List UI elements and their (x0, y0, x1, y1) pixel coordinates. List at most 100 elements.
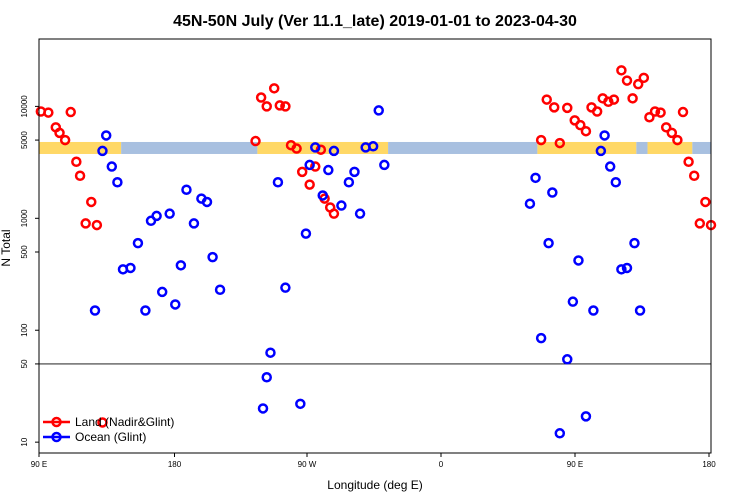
ocean-point (336, 200, 347, 211)
ocean-point (272, 176, 284, 188)
land-point (54, 127, 65, 139)
land-point (71, 156, 82, 168)
land-point (304, 179, 315, 190)
ocean-point (610, 176, 622, 188)
ocean-point (132, 237, 144, 249)
ocean-point (317, 190, 328, 201)
land-point (291, 143, 302, 154)
land-point (591, 106, 603, 117)
ocean-point (304, 159, 315, 171)
land-point (535, 134, 547, 146)
ocean-point (367, 141, 379, 152)
land-point (74, 170, 86, 182)
land-point (603, 96, 614, 108)
land-point (666, 127, 678, 139)
land-point (608, 94, 620, 105)
ocean-point (616, 264, 627, 275)
legend-ocean-marker (51, 431, 62, 443)
ocean-point (554, 428, 566, 439)
ocean-point (535, 332, 547, 344)
land-point (616, 65, 627, 76)
ocean-point (188, 218, 200, 229)
band-segment (388, 141, 538, 154)
points-layer (35, 65, 717, 439)
land-point (97, 417, 108, 428)
ocean-point (567, 296, 579, 307)
ocean-point (181, 184, 192, 195)
land-point (43, 107, 54, 118)
ocean-point (599, 130, 610, 141)
y-tick-label: 10000 (20, 95, 29, 118)
ocean-point (100, 130, 112, 141)
land-point (700, 196, 711, 208)
legend-land-label: Land (Nadir&Glint) (75, 415, 174, 429)
land-point (86, 196, 97, 208)
land-point (554, 137, 566, 149)
ocean-point (588, 305, 599, 316)
ocean-point (280, 282, 291, 293)
y-tick-label: 1000 (20, 209, 29, 227)
land-point (296, 166, 308, 178)
land-point (632, 78, 644, 90)
land-point (91, 219, 103, 231)
band-layer (39, 141, 711, 154)
land-point (280, 101, 291, 112)
legend-ocean-label: Ocean (Glint) (75, 430, 146, 444)
y-tick-label: 100 (20, 323, 29, 337)
x-tick-label: 180 (168, 460, 182, 469)
land-point (548, 102, 560, 113)
y-tick-label: 50 (20, 359, 29, 368)
land-point (644, 111, 655, 123)
ocean-point (112, 176, 123, 188)
ocean-point (328, 145, 340, 157)
land-point (250, 135, 261, 147)
land-point (627, 93, 638, 104)
band-segment (39, 141, 122, 154)
land-point (315, 144, 327, 155)
land-point (261, 101, 272, 112)
land-point (274, 100, 286, 111)
ocean-point (125, 262, 136, 274)
ocean-point (207, 251, 218, 263)
ocean-point (151, 210, 162, 222)
land-point (328, 208, 340, 219)
land-point (59, 134, 71, 146)
x-tick-label: 90 W (298, 460, 317, 469)
land-point (541, 94, 552, 105)
ocean-point (354, 208, 366, 219)
ocean-point (349, 166, 360, 178)
legend-land-marker (51, 416, 62, 428)
y-tick-label: 5000 (20, 131, 29, 149)
land-point (80, 218, 91, 229)
ocean-point (595, 145, 607, 157)
band-segment (647, 141, 693, 154)
ocean-point (201, 196, 213, 208)
ocean-point (170, 299, 181, 310)
ocean-point (261, 372, 272, 383)
ocean-point (530, 172, 541, 184)
x-tick-label: 0 (439, 460, 444, 469)
band-segment (692, 141, 711, 154)
land-point (672, 134, 683, 146)
ocean-point (257, 403, 269, 414)
ocean-point (97, 145, 108, 157)
ocean-point (265, 347, 276, 358)
chart-title: 45N-50N July (Ver 11.1_late) 2019-01-01 … (173, 13, 577, 30)
land-point (268, 83, 280, 94)
band-segment (121, 141, 258, 154)
ocean-point (175, 260, 187, 271)
ocean-point (543, 237, 554, 249)
x-tick-label: 90 E (567, 460, 583, 469)
ocean-point (604, 161, 616, 172)
ocean-point (295, 398, 306, 410)
land-point (65, 106, 76, 118)
ocean-point (524, 198, 536, 209)
x-tick-label: 90 E (31, 460, 47, 469)
ocean-point (634, 305, 646, 316)
y-axis: 10 50 100 500 1000 5000 10000 (20, 95, 39, 447)
x-axis-label: Longitude (deg E) (327, 478, 422, 492)
land-point (255, 92, 267, 103)
land-point (660, 122, 672, 133)
plot-frame (38, 38, 712, 454)
